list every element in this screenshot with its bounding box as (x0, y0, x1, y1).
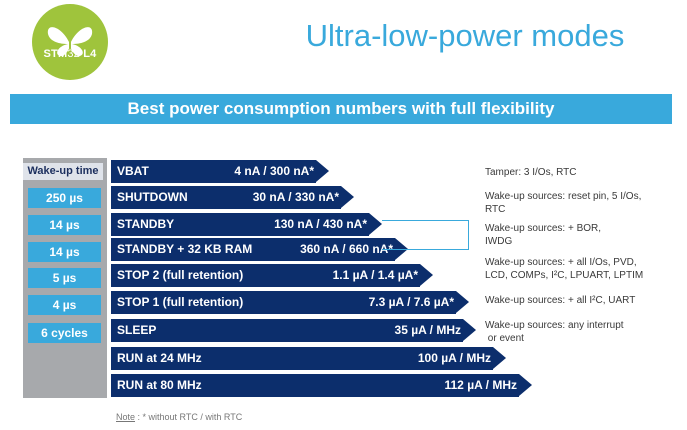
mode-name: STANDBY + 32 KB RAM (117, 242, 253, 256)
mode-value: 4 nA / 300 nA* (234, 164, 314, 178)
mode-value: 130 nA / 430 nA* (274, 217, 367, 231)
banner: Best power consumption numbers with full… (10, 94, 672, 124)
mode-name: VBAT (117, 164, 149, 178)
mode-name: RUN at 80 MHz (117, 378, 202, 392)
page-title: Ultra-low-power modes (305, 18, 625, 53)
mode-bar-standby-ram: STANDBY + 32 KB RAM 360 nA / 660 nA* (111, 238, 408, 261)
mode-bar-standby: STANDBY 130 nA / 430 nA* (111, 213, 382, 236)
wake-time-stop1: 4 µs (28, 295, 101, 315)
mode-name: STOP 1 (full retention) (117, 295, 244, 309)
mode-name: STANDBY (117, 217, 175, 231)
mode-value: 112 µA / MHz (444, 378, 518, 392)
footnote: Note : * without RTC / with RTC (116, 412, 242, 422)
mode-bar-run-80mhz: RUN at 80 MHz 112 µA / MHz (111, 374, 532, 397)
mode-value: 1.1 µA / 1.4 µA* (332, 268, 418, 282)
mode-bar-stop2: STOP 2 (full retention) 1.1 µA / 1.4 µA* (111, 264, 433, 287)
mode-value: 7.3 µA / 7.6 µA* (368, 295, 454, 309)
mode-bar-sleep: SLEEP 35 µA / MHz (111, 319, 476, 342)
standby-bracket (382, 220, 469, 250)
mode-bar-stop1: STOP 1 (full retention) 7.3 µA / 7.6 µA* (111, 291, 469, 314)
mode-value: 30 nA / 330 nA* (252, 190, 339, 204)
mode-bar-shutdown: SHUTDOWN 30 nA / 330 nA* (111, 186, 354, 209)
butterfly-icon (47, 27, 93, 57)
mode-bar-vbat: VBAT 4 nA / 300 nA* (111, 160, 329, 183)
desc-stop2: Wake-up sources: + all I/Os, PVD, LCD, C… (485, 257, 644, 281)
wake-time-standby-ram: 14 µs (28, 242, 101, 262)
desc-vbat: Tamper: 3 I/Os, RTC (485, 167, 577, 178)
mode-name: STOP 2 (full retention) (117, 268, 244, 282)
mode-value: 35 µA / MHz (394, 323, 461, 337)
mode-name: SHUTDOWN (117, 190, 188, 204)
wake-time-shutdown: 250 µs (28, 188, 101, 208)
mode-value: 100 µA / MHz (417, 351, 491, 365)
footnote-text: : * without RTC / with RTC (135, 412, 243, 422)
wake-time-sleep: 6 cycles (28, 323, 101, 343)
desc-shutdown: Wake-up sources: reset pin, 5 I/Os, RTC (485, 191, 642, 215)
mode-name: SLEEP (117, 323, 157, 337)
mode-value: 360 nA / 660 nA* (300, 242, 393, 256)
desc-stop1: Wake-up sources: + all I²C, UART (485, 295, 636, 306)
footnote-label: Note (116, 412, 136, 422)
mode-bar-run-24mhz: RUN at 24 MHz 100 µA / MHz (111, 347, 506, 370)
stm32-l4-logo: STM32 L4 (32, 4, 108, 80)
mode-name: RUN at 24 MHz (117, 351, 202, 365)
wake-up-header: Wake-up time (23, 163, 103, 180)
wake-time-stop2: 5 µs (28, 268, 101, 288)
wake-time-standby: 14 µs (28, 215, 101, 235)
desc-sleep: Wake-up sources: any interrupt or event (485, 320, 624, 344)
logo-text: STM32 L4 (43, 48, 97, 60)
desc-standby: Wake-up sources: + BOR, IWDG (485, 223, 602, 247)
